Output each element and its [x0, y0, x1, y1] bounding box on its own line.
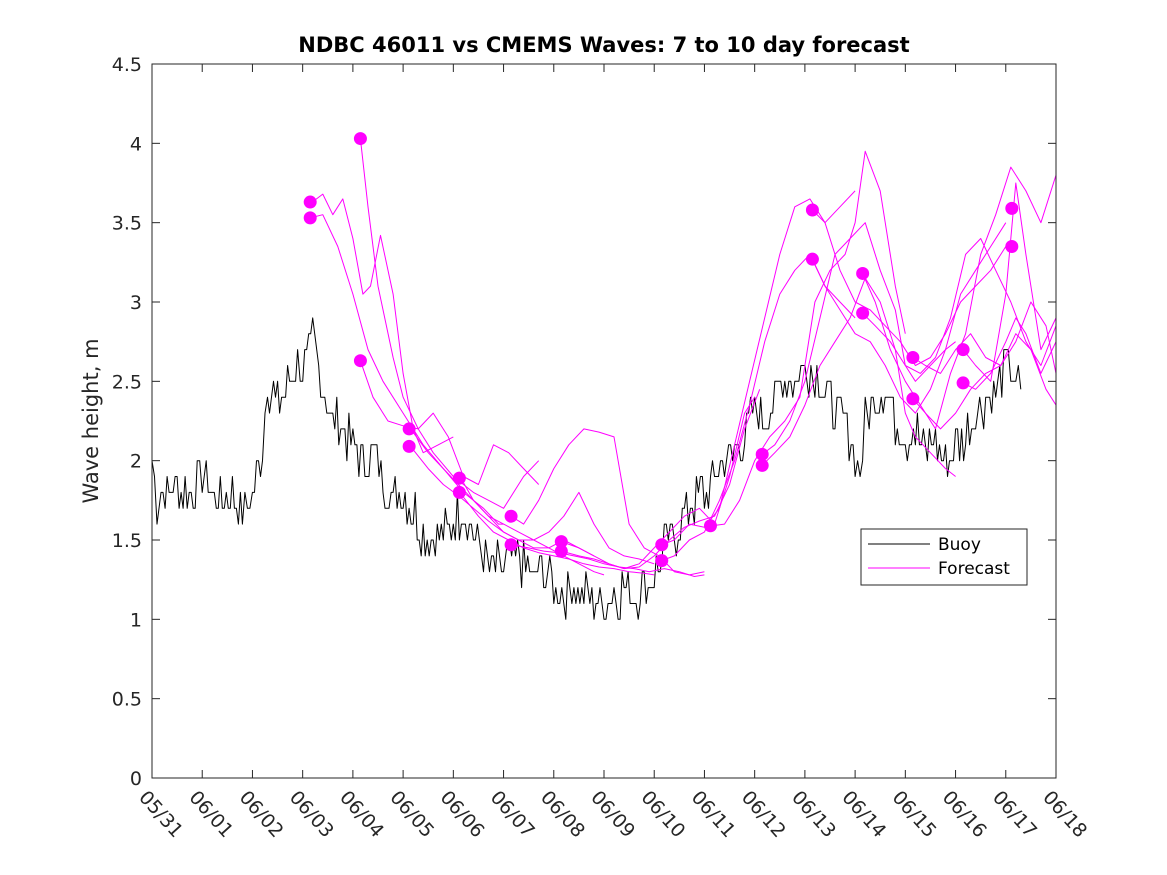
y-axis-label: Wave height, m: [79, 338, 103, 503]
forecast-start-marker: [856, 306, 870, 320]
x-tick-label: 06/04: [335, 787, 388, 842]
forecast-start-marker: [1005, 201, 1019, 215]
x-tick-label: 05/31: [134, 787, 187, 842]
forecast-series-line: [661, 253, 856, 562]
forecast-start-marker: [805, 252, 819, 266]
x-tick-label: 06/08: [536, 787, 589, 842]
forecast-series-line: [359, 138, 540, 509]
y-tick-label: 4.5: [112, 54, 142, 76]
y-tick-label: 1.5: [112, 530, 142, 552]
forecast-start-marker: [655, 538, 669, 552]
forecast-series-line: [309, 193, 454, 454]
forecast-start-marker: [554, 535, 568, 549]
forecast-start-marker: [856, 266, 870, 280]
forecast-start-marker: [452, 485, 466, 499]
forecast-series-line: [711, 150, 906, 527]
y-tick-label: 3: [130, 292, 142, 314]
y-tick-label: 1: [130, 609, 142, 631]
legend-label-forecast: Forecast: [938, 559, 1010, 579]
legend-label-buoy: Buoy: [938, 535, 981, 555]
chart-title: NDBC 46011 vs CMEMS Waves: 7 to 10 day f…: [298, 33, 909, 57]
forecast-start-marker: [755, 458, 769, 472]
x-tick-label: 06/12: [737, 787, 790, 842]
forecast-series-line: [359, 360, 540, 485]
forecast-series-line: [761, 222, 956, 455]
plot-area: [152, 132, 1056, 620]
forecast-start-marker: [956, 376, 970, 390]
forecast-start-marker: [554, 544, 568, 558]
forecast-start-marker: [353, 132, 367, 146]
x-tick-label: 06/17: [988, 787, 1041, 842]
axis-ticks: 0 0.5 1 1.5 2 2.5 3 3.5 4 4.5 05/3106/0106/0206/03…: [112, 54, 1091, 842]
x-tick-label: 06/05: [385, 787, 438, 842]
x-tick-label: 06/16: [938, 787, 991, 842]
forecast-start-marker: [906, 351, 920, 365]
x-tick-label: 06/10: [637, 787, 690, 842]
y-tick-label: 2: [130, 451, 142, 473]
x-tick-label: 06/06: [436, 787, 489, 842]
forecast-series-line: [460, 493, 655, 576]
forecast-series-line: [460, 477, 655, 565]
forecast-start-marker: [956, 343, 970, 357]
x-tick-label: 06/09: [586, 787, 639, 842]
forecast-series-line: [310, 214, 504, 525]
forecast-series-line: [912, 301, 1056, 374]
x-tick-label: 06/11: [687, 787, 740, 842]
forecast-start-marker: [805, 203, 819, 217]
forecast-start-marker: [303, 211, 317, 225]
forecast-series-line: [912, 333, 1056, 430]
y-tick-label: 0.5: [112, 689, 142, 711]
x-tick-label: 06/07: [486, 787, 539, 842]
x-tick-label: 06/15: [888, 787, 941, 842]
forecast-series-line: [811, 222, 1007, 414]
forecast-series-line: [862, 238, 1056, 374]
forecast-start-marker: [353, 354, 367, 368]
forecast-start-marker: [1005, 239, 1019, 253]
x-tick-label: 06/14: [837, 787, 890, 842]
forecast-start-marker: [906, 392, 920, 406]
forecast-start-marker: [755, 447, 769, 461]
forecast-start-marker: [655, 554, 669, 568]
x-tick-label: 06/02: [235, 787, 288, 842]
forecast-start-marker: [703, 519, 717, 533]
legend: Buoy Forecast: [860, 528, 1028, 586]
y-tick-label: 4: [130, 133, 142, 155]
y-tick-label: 2.5: [112, 371, 142, 393]
forecast-start-marker: [504, 538, 518, 552]
forecast-series-line: [661, 190, 856, 546]
axes-box: [151, 63, 1057, 779]
forecast-series-line: [962, 317, 1056, 390]
forecast-series-line: [510, 428, 705, 576]
forecast-start-marker: [402, 439, 416, 453]
forecast-start-marker: [504, 509, 518, 523]
forecast-series-line: [812, 209, 1007, 366]
x-tick-label: 06/13: [787, 787, 840, 842]
forecast-series-line: [962, 182, 1056, 382]
legend-box: [860, 528, 1028, 586]
forecast-series-line: [410, 428, 605, 576]
forecast-start-marker: [452, 471, 466, 485]
x-tick-label: 06/01: [185, 787, 238, 842]
y-tick-label: 0: [130, 768, 142, 790]
forecast-start-marker: [402, 422, 416, 436]
buoy-series-line: [152, 317, 1022, 620]
forecast-series-line: [511, 544, 705, 577]
y-tick-label: 3.5: [112, 213, 142, 235]
x-tick-label: 06/03: [285, 787, 338, 842]
x-tick-label: 06/18: [1038, 787, 1091, 842]
forecast-start-marker: [303, 195, 317, 209]
